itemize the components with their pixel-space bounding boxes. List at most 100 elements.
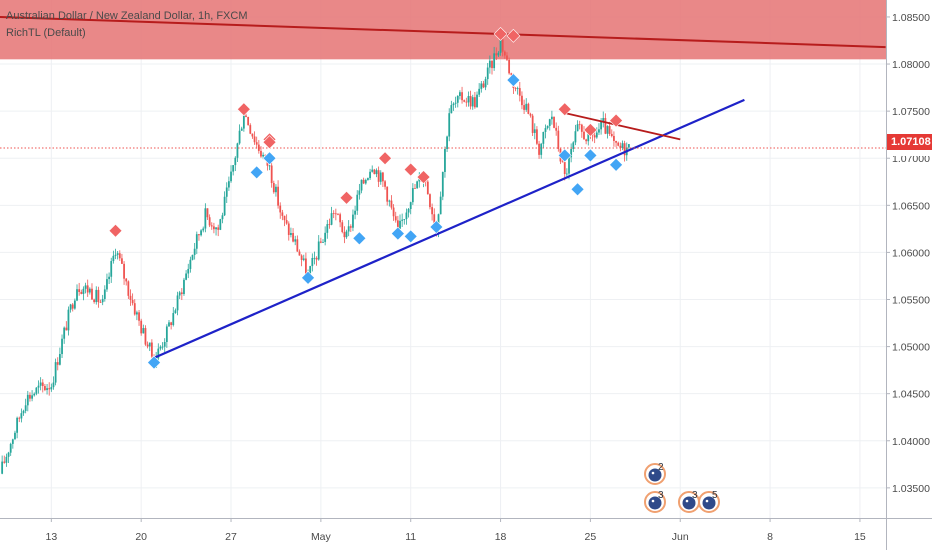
candle-body [78,289,81,292]
candle-body [114,254,117,256]
candle-body [628,144,630,148]
candle-body [382,172,384,182]
candle-body [251,133,254,137]
candle-body [14,432,16,440]
candle-body [290,233,292,235]
resistance-zone [0,0,886,60]
low-marker [609,157,623,172]
high-marker [262,135,277,150]
candle-body [294,239,297,242]
candle-body [429,194,431,208]
candle-body [20,413,23,419]
candle-body [163,341,166,347]
candle-body [150,342,153,357]
candle-body [5,456,8,463]
candle-body [557,130,560,149]
candle-body [287,223,290,235]
candle-body [44,386,46,391]
flag-icon [648,496,662,510]
event-badge[interactable]: 3 [644,490,666,513]
candle-body [606,126,609,134]
event-badge-count: 2 [658,462,664,473]
candle-body [375,170,378,175]
candle-body [93,299,96,303]
candle-body [493,53,496,69]
x-tick-label: 11 [405,531,416,543]
candle-body [73,300,76,309]
candle-body [247,116,250,126]
candle-body [3,461,6,463]
candle-body [11,439,14,444]
candle-body [341,222,344,233]
candle-body [448,113,451,137]
symbol-title[interactable]: Australian Dollar / New Zealand Dollar, … [6,10,248,22]
high-marker [378,151,392,166]
event-badge[interactable]: 2 [644,462,666,485]
candle-body [369,171,371,179]
candle-body [523,105,525,110]
candle-body [67,309,70,331]
candle-body [501,39,504,52]
candle-body [309,266,312,274]
low-marker [429,220,444,234]
y-tick-label: 1.07500 [892,106,930,118]
candle-body [495,53,498,56]
candle-body [24,405,27,411]
flag-icon [702,496,716,510]
candle-body [578,124,581,126]
short-resistance-line [564,112,681,141]
event-badge[interactable]: 3 [678,490,700,513]
y-tick-label: 1.06500 [892,200,930,212]
candle-body [76,289,78,301]
candle-body [58,354,61,365]
candle-body [548,119,551,126]
flag-star [651,471,655,475]
candle-body [215,227,217,230]
indicator-label[interactable]: RichTL (Default) [6,27,86,39]
candle-body [9,443,12,453]
candle-body [499,39,502,53]
candle-body [71,304,74,309]
x-tick-label: 20 [135,531,147,543]
x-tick-label: 27 [225,531,237,543]
candle-body [538,143,540,155]
candle-body [37,385,40,388]
candle-body [35,387,38,394]
candle-body [208,217,211,226]
candle-body [583,131,585,140]
candle-body [240,128,243,131]
price-label-spacer [887,150,932,156]
candle-body [580,124,583,132]
time-axis-panel [0,518,932,550]
candle-body [536,129,538,144]
candle-body [242,115,245,129]
candle-body [480,83,483,89]
candle-body [396,220,399,229]
candle-body [223,196,226,216]
candle-body [133,303,136,315]
candle-body [61,338,63,355]
candle-body [304,258,307,276]
candle-body [168,322,170,327]
candle-body [452,103,455,106]
candle-body [82,288,85,294]
candle-body [595,132,598,138]
x-tick-label: 13 [45,531,57,543]
event-badge[interactable]: 5 [698,490,720,513]
candle-body [405,212,408,220]
candle-body [619,145,622,149]
candle-body [118,253,121,259]
candle-body [454,102,457,104]
candle-body [330,213,333,225]
candle-body [401,219,404,221]
event-badge-count: 5 [712,490,718,501]
chart-legend: Australian Dollar / New Zealand Dollar, … [6,8,247,42]
candle-body [253,136,256,143]
candle-body [272,183,275,193]
high-marker [403,162,418,177]
candle-body [516,88,519,89]
candle-body [52,382,55,388]
flag-star [705,499,709,503]
